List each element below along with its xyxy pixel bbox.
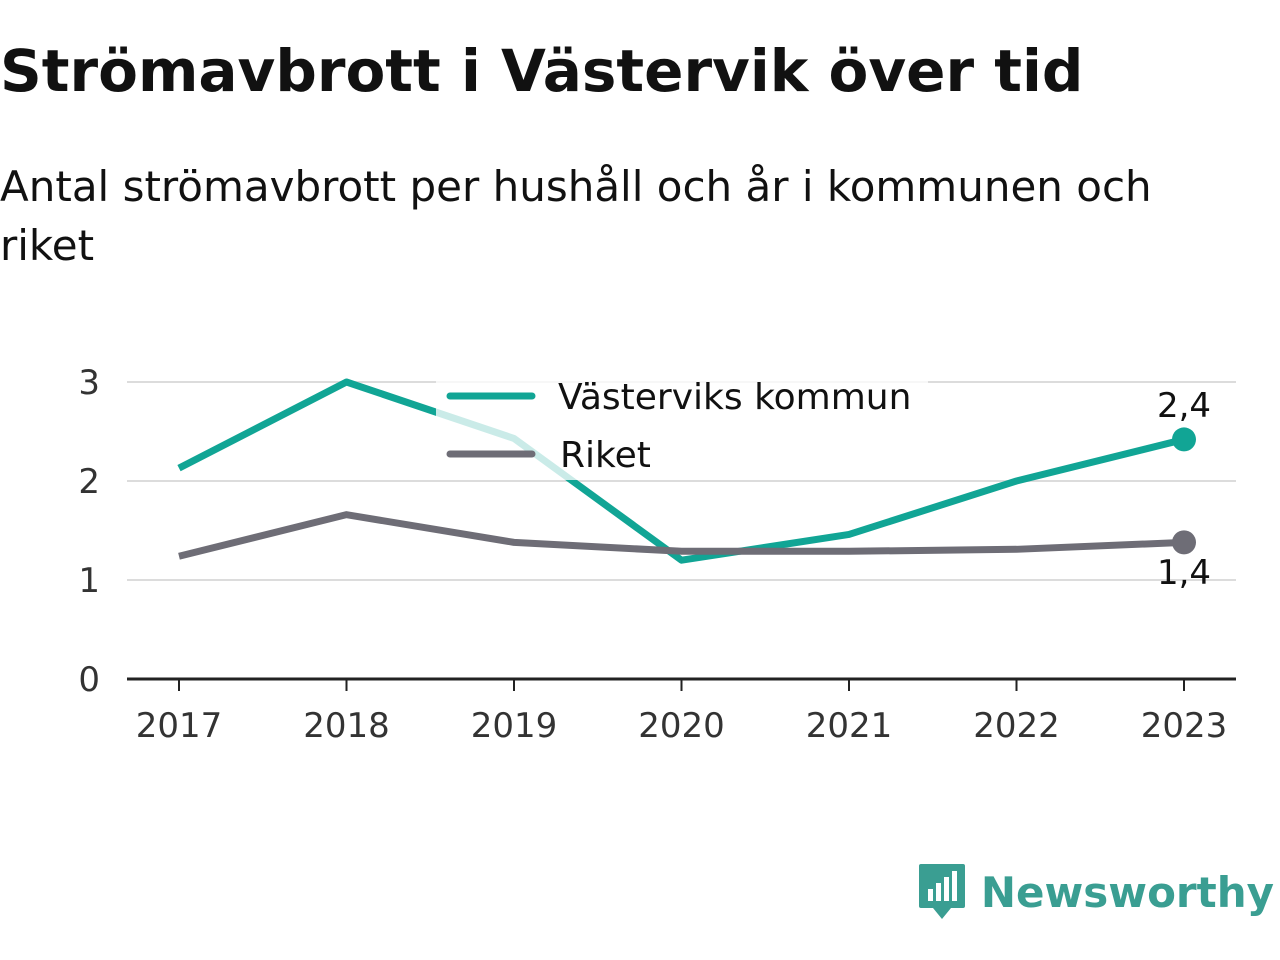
end-label-vasterviks: 2,4 — [1157, 386, 1211, 426]
series-line-riket — [178, 511, 1185, 560]
brand-logo: Newsworthy — [917, 862, 1274, 922]
newsworthy-logo-icon — [918, 864, 965, 919]
x-tick-label: 2022 — [973, 706, 1060, 746]
y-axis-ticks: 0 1 2 3 — [78, 363, 100, 700]
series-lines — [177, 378, 1185, 564]
x-tick-label: 2021 — [806, 706, 893, 746]
x-tick-label: 2017 — [136, 706, 223, 746]
y-tick-label: 1 — [78, 561, 100, 601]
legend: Västerviks kommun Riket — [436, 370, 928, 480]
x-tick-label: 2020 — [638, 706, 725, 746]
y-tick-label: 2 — [78, 462, 100, 502]
end-label-riket: 1,4 — [1157, 553, 1211, 593]
x-axis: 2017 2018 2019 2020 2021 2022 2023 — [127, 677, 1236, 746]
brand-name: Newsworthy — [980, 867, 1274, 917]
x-tick-label: 2018 — [303, 706, 390, 746]
legend-label-vasterviks: Västerviks kommun — [558, 377, 911, 418]
end-point-vasterviks — [1172, 427, 1196, 452]
end-points — [1172, 427, 1196, 555]
series-line-vasterviks — [177, 378, 1185, 564]
y-tick-label: 0 — [78, 660, 100, 700]
x-tick-label: 2023 — [1141, 706, 1228, 746]
y-tick-label: 3 — [78, 363, 100, 403]
end-point-riket — [1172, 530, 1196, 555]
legend-label-riket: Riket — [560, 435, 651, 476]
legend-background — [436, 370, 928, 480]
chart-subtitle: Antal strömavbrott per hushåll och år i … — [0, 162, 1152, 270]
x-tick-label: 2019 — [471, 706, 558, 746]
line-chart: 0 1 2 3 2017 2018 2019 2020 2021 2022 2023 Väster… — [78, 363, 1236, 746]
chart-title: Strömavbrott i Västervik över tid — [0, 37, 1084, 105]
